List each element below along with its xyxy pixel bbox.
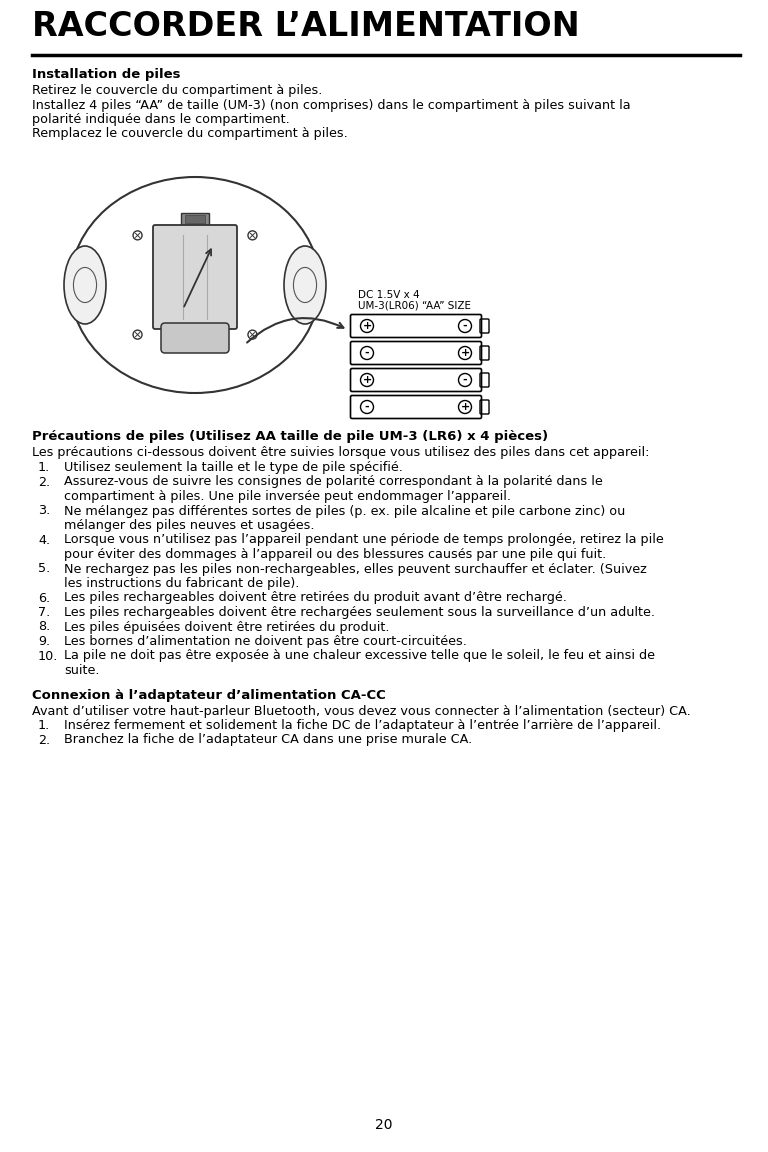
Text: 8.: 8. bbox=[38, 621, 50, 634]
Text: Branchez la fiche de l’adaptateur CA dans une prise murale CA.: Branchez la fiche de l’adaptateur CA dan… bbox=[64, 734, 472, 746]
Text: Connexion à l’adaptateur d’alimentation CA-CC: Connexion à l’adaptateur d’alimentation … bbox=[32, 689, 386, 702]
Text: les instructions du fabricant de pile).: les instructions du fabricant de pile). bbox=[64, 577, 300, 590]
Text: Assurez-vous de suivre les consignes de polarité correspondant à la polarité dan: Assurez-vous de suivre les consignes de … bbox=[64, 476, 603, 488]
Text: RACCORDER L’ALIMENTATION: RACCORDER L’ALIMENTATION bbox=[32, 10, 580, 43]
Text: DC 1.5V x 4: DC 1.5V x 4 bbox=[358, 290, 419, 300]
Text: Retirez le couvercle du compartiment à piles.: Retirez le couvercle du compartiment à p… bbox=[32, 84, 323, 97]
Text: -: - bbox=[365, 348, 369, 358]
Text: 2.: 2. bbox=[38, 734, 50, 746]
Text: 5.: 5. bbox=[38, 562, 50, 576]
Ellipse shape bbox=[64, 247, 106, 324]
Text: Les précautions ci-dessous doivent être suivies lorsque vous utilisez des piles : Les précautions ci-dessous doivent être … bbox=[32, 446, 650, 458]
Text: Précautions de piles (Utilisez AA taille de pile UM-3 (LR6) x 4 pièces): Précautions de piles (Utilisez AA taille… bbox=[32, 430, 548, 444]
Text: +: + bbox=[362, 376, 372, 385]
Text: 9.: 9. bbox=[38, 635, 50, 647]
Text: -: - bbox=[365, 402, 369, 412]
Text: compartiment à piles. Une pile inversée peut endommager l’appareil.: compartiment à piles. Une pile inversée … bbox=[64, 490, 511, 503]
Text: Installation de piles: Installation de piles bbox=[32, 68, 180, 81]
Text: 7.: 7. bbox=[38, 606, 50, 619]
Text: -: - bbox=[462, 376, 467, 385]
Text: Lorsque vous n’utilisez pas l’appareil pendant une période de temps prolongée, r: Lorsque vous n’utilisez pas l’appareil p… bbox=[64, 533, 664, 546]
Text: mélanger des piles neuves et usagées.: mélanger des piles neuves et usagées. bbox=[64, 520, 315, 532]
Text: 4.: 4. bbox=[38, 533, 50, 546]
Text: Insérez fermement et solidement la fiche DC de l’adaptateur à l’entrée l’arrière: Insérez fermement et solidement la fiche… bbox=[64, 719, 661, 732]
Text: Les piles rechargeables doivent être rechargées seulement sous la surveillance d: Les piles rechargeables doivent être rec… bbox=[64, 606, 655, 619]
FancyBboxPatch shape bbox=[153, 225, 237, 329]
Circle shape bbox=[133, 230, 142, 240]
Text: +: + bbox=[460, 402, 469, 412]
Text: 1.: 1. bbox=[38, 461, 50, 473]
FancyBboxPatch shape bbox=[161, 323, 229, 353]
Text: polarité indiquée dans le compartiment.: polarité indiquée dans le compartiment. bbox=[32, 113, 290, 126]
Bar bbox=[185, 215, 205, 223]
Text: 1.: 1. bbox=[38, 719, 50, 732]
Text: Ne rechargez pas les piles non-rechargeables, elles peuvent surchauffer et éclat: Ne rechargez pas les piles non-rechargea… bbox=[64, 562, 647, 576]
Text: Les piles rechargeables doivent être retirées du produit avant d’être rechargé.: Les piles rechargeables doivent être ret… bbox=[64, 591, 567, 605]
Text: Installez 4 piles “AA” de taille (UM-3) (non comprises) dans le compartiment à p: Installez 4 piles “AA” de taille (UM-3) … bbox=[32, 99, 631, 112]
Circle shape bbox=[248, 331, 257, 339]
Text: suite.: suite. bbox=[64, 664, 100, 677]
Text: 2.: 2. bbox=[38, 476, 50, 488]
Text: Avant d’utiliser votre haut-parleur Bluetooth, vous devez vous connecter à l’ali: Avant d’utiliser votre haut-parleur Blue… bbox=[32, 705, 690, 718]
Text: +: + bbox=[362, 321, 372, 331]
Text: 20: 20 bbox=[376, 1117, 392, 1132]
Circle shape bbox=[248, 230, 257, 240]
Text: 6.: 6. bbox=[38, 591, 50, 605]
Ellipse shape bbox=[284, 247, 326, 324]
Text: 3.: 3. bbox=[38, 505, 50, 517]
Text: +: + bbox=[460, 348, 469, 358]
Text: pour éviter des dommages à l’appareil ou des blessures causés par une pile qui f: pour éviter des dommages à l’appareil ou… bbox=[64, 548, 606, 561]
Text: 10.: 10. bbox=[38, 650, 58, 662]
Text: UM-3(LR06) “AA” SIZE: UM-3(LR06) “AA” SIZE bbox=[358, 301, 471, 311]
Text: Remplacez le couvercle du compartiment à piles.: Remplacez le couvercle du compartiment à… bbox=[32, 128, 348, 141]
Text: Ne mélangez pas différentes sortes de piles (p. ex. pile alcaline et pile carbon: Ne mélangez pas différentes sortes de pi… bbox=[64, 505, 625, 517]
Text: Utilisez seulement la taille et le type de pile spécifié.: Utilisez seulement la taille et le type … bbox=[64, 461, 403, 473]
Circle shape bbox=[133, 331, 142, 339]
Text: Les bornes d’alimentation ne doivent pas être court-circuitées.: Les bornes d’alimentation ne doivent pas… bbox=[64, 635, 467, 647]
Text: La pile ne doit pas être exposée à une chaleur excessive telle que le soleil, le: La pile ne doit pas être exposée à une c… bbox=[64, 650, 655, 662]
Bar bbox=[181, 213, 209, 228]
Text: Les piles épuisées doivent être retirées du produit.: Les piles épuisées doivent être retirées… bbox=[64, 621, 389, 634]
Text: -: - bbox=[462, 321, 467, 331]
